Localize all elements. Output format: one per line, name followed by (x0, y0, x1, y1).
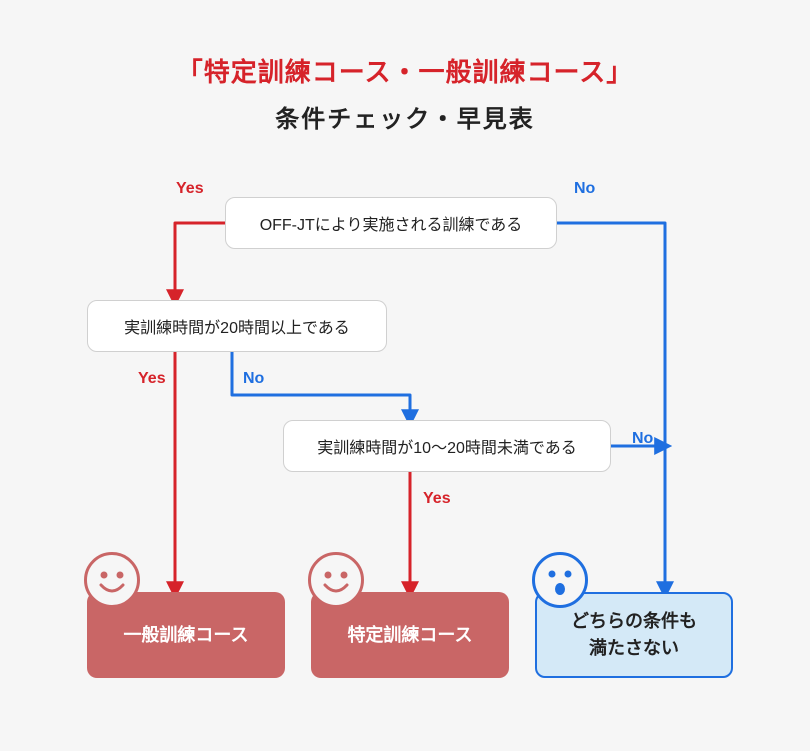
edge-label-yes: Yes (423, 490, 451, 508)
title-block: 「特定訓練コース・一般訓練コース」 条件チェック・早見表 (0, 52, 810, 134)
edge-label-yes: Yes (176, 180, 204, 198)
node-text: 実訓練時間が20時間以上である (124, 314, 350, 338)
node-text: 実訓練時間が10〜20時間未満である (317, 434, 576, 458)
edge-label-no: No (243, 370, 264, 388)
title-line1: 「特定訓練コース・一般訓練コース」 (0, 52, 810, 89)
edge-label-no: No (574, 180, 595, 198)
edge-label-yes: Yes (138, 370, 166, 388)
result-text: 特定訓練コース (347, 622, 472, 649)
result-text: どちらの条件も満たさない (571, 608, 697, 662)
node-text: OFF-JTにより実施される訓練である (260, 211, 523, 235)
sad-face-icon (532, 552, 588, 608)
decision-node-20hours: 実訓練時間が20時間以上である (87, 300, 387, 352)
flow-arrow (557, 223, 665, 592)
happy-face-icon (308, 552, 364, 608)
result-text: 一般訓練コース (123, 622, 248, 649)
decision-node-10to20hours: 実訓練時間が10〜20時間未満である (283, 420, 611, 472)
edge-label-no: No (632, 430, 653, 448)
decision-node-offjt: OFF-JTにより実施される訓練である (225, 197, 557, 249)
flow-arrow (175, 223, 225, 300)
title-line2: 条件チェック・早見表 (0, 99, 810, 134)
happy-face-icon (84, 552, 140, 608)
